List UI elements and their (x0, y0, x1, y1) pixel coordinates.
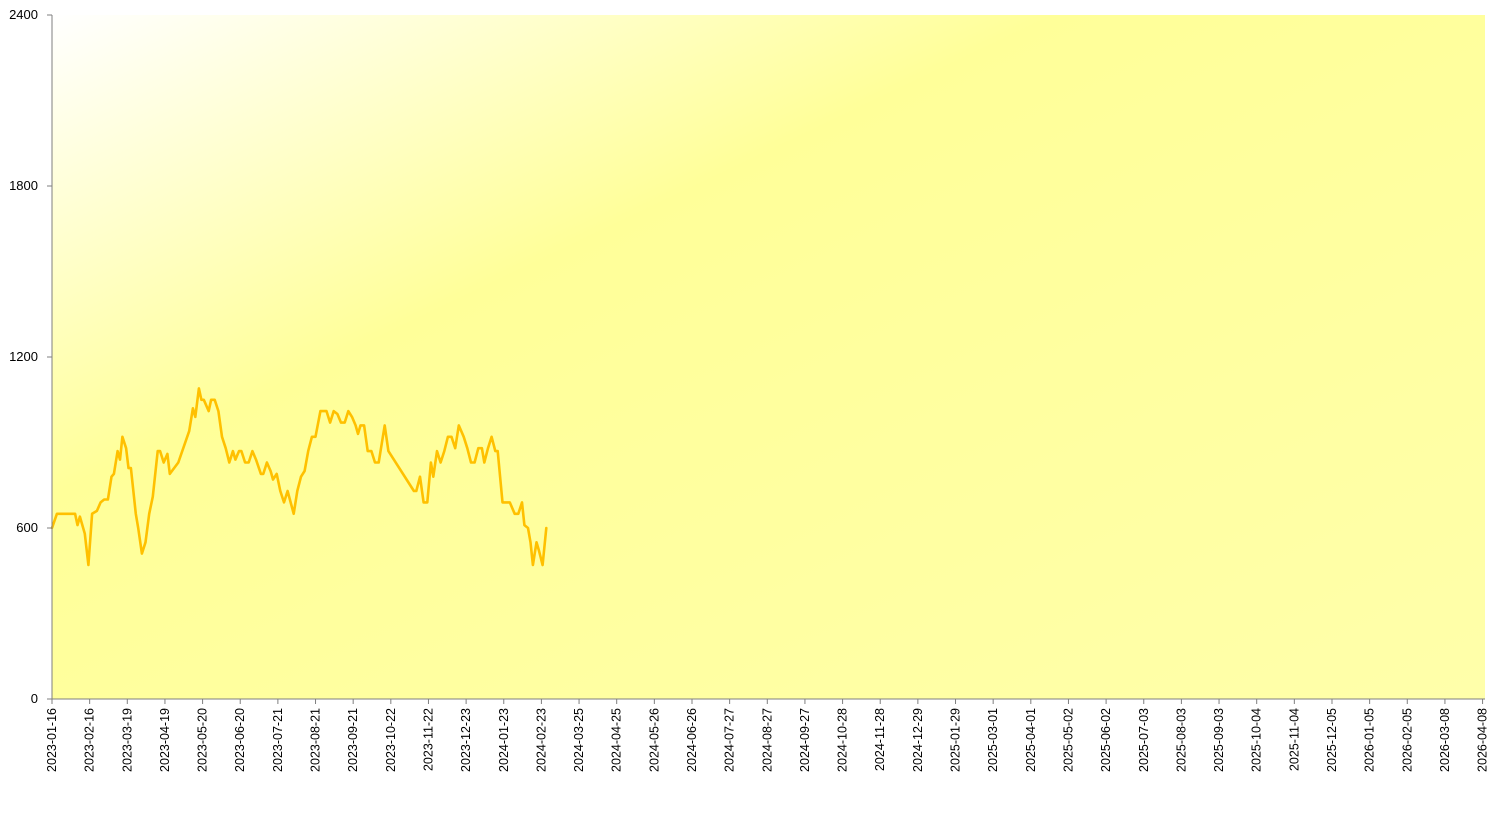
y-tick-label: 600 (16, 520, 38, 535)
x-tick-label: 2025-01-29 (949, 708, 963, 772)
y-tick-label: 1800 (9, 178, 38, 193)
x-tick-label: 2024-02-23 (534, 708, 548, 772)
x-tick-label: 2026-04-08 (1476, 708, 1490, 772)
x-tick-label: 2023-12-23 (459, 708, 473, 772)
x-axis-ticks: 2023-01-16 2023-02-16 2023-03-19 2023-04-19… (45, 699, 1490, 772)
y-tick-label: 0 (31, 691, 38, 706)
x-tick-label: 2023-02-16 (83, 708, 97, 772)
x-tick-label: 2024-09-27 (798, 708, 812, 772)
x-tick-label: 2023-07-21 (271, 708, 285, 772)
x-tick-label: 2025-04-01 (1024, 708, 1038, 772)
x-tick-label: 2024-01-23 (497, 708, 511, 772)
x-tick-label: 2025-10-04 (1250, 708, 1264, 772)
x-tick-label: 2025-06-02 (1099, 708, 1113, 772)
x-tick-label: 2023-09-21 (346, 708, 360, 772)
x-tick-label: 2023-04-19 (158, 708, 172, 772)
x-tick-label: 2025-03-01 (986, 708, 1000, 772)
y-tick-label: 2400 (9, 7, 38, 22)
x-tick-label: 2024-04-25 (610, 708, 624, 772)
x-tick-label: 2026-03-08 (1438, 708, 1452, 772)
x-tick-label: 2023-06-20 (233, 708, 247, 772)
x-tick-label: 2024-05-26 (647, 708, 661, 772)
x-tick-label: 2024-07-27 (723, 708, 737, 772)
x-tick-label: 2024-08-27 (760, 708, 774, 772)
x-tick-label: 2026-01-05 (1363, 708, 1377, 772)
y-tick-label: 1200 (9, 349, 38, 364)
x-tick-label: 2025-07-03 (1137, 708, 1151, 772)
x-tick-label: 2023-01-16 (45, 708, 59, 772)
plot-area (52, 15, 1485, 699)
x-tick-label: 2024-10-28 (836, 708, 850, 772)
series-line-0 (50, 387, 548, 567)
x-tick-label: 2024-06-26 (685, 708, 699, 772)
x-tick-label: 2024-03-25 (572, 708, 586, 772)
x-tick-label: 2025-09-03 (1212, 708, 1226, 772)
x-tick-label: 2023-08-21 (309, 708, 323, 772)
x-tick-label: 2024-11-28 (873, 708, 887, 771)
x-tick-label: 2024-12-29 (911, 708, 925, 772)
x-tick-label: 2025-05-02 (1062, 708, 1076, 772)
series-layer (50, 387, 548, 567)
x-tick-label: 2023-11-22 (422, 708, 436, 771)
x-tick-label: 2023-10-22 (384, 708, 398, 772)
x-tick-label: 2025-11-04 (1287, 708, 1301, 771)
x-tick-label: 2026-02-05 (1400, 708, 1414, 772)
x-tick-label: 2025-12-05 (1325, 708, 1339, 772)
x-tick-label: 2023-05-20 (196, 708, 210, 772)
x-tick-label: 2025-08-03 (1174, 708, 1188, 772)
y-axis-ticks: 0 600 1200 1800 2400 (9, 7, 52, 706)
x-tick-label: 2023-03-19 (120, 708, 134, 772)
